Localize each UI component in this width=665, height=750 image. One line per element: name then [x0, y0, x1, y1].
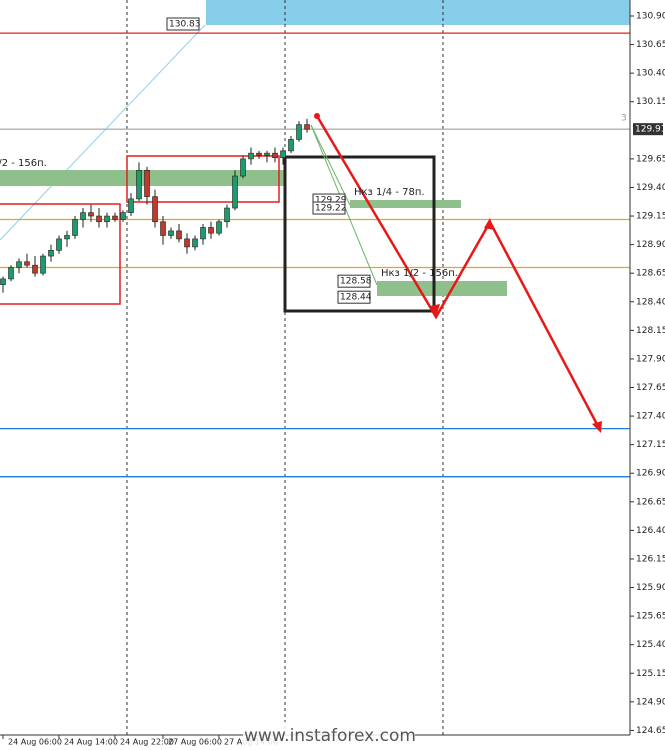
y-tick-label: 130.90	[636, 12, 665, 22]
candle-body	[248, 152, 254, 160]
zone	[377, 281, 507, 296]
candle-body	[72, 219, 78, 236]
annotation: Нкз 1/4 - 78п.	[354, 187, 425, 198]
candle-body	[200, 227, 206, 240]
price-label-box	[337, 274, 371, 288]
y-tick-label: 128.90	[636, 240, 665, 250]
candle-body	[48, 250, 54, 257]
annotation: Нкз 1/2 - 156п.	[381, 268, 458, 279]
y-tick-label: 127.65	[636, 383, 665, 393]
candle-body	[296, 124, 302, 140]
y-tick-label: 127.90	[636, 354, 665, 364]
y-tick-label: 128.40	[636, 297, 665, 307]
price-label-box	[337, 290, 371, 304]
y-tick-label: 126.40	[636, 526, 665, 536]
x-tick-label: 27 Aug 06:00	[168, 738, 222, 747]
candle-body	[104, 215, 110, 223]
candle-body	[152, 196, 158, 223]
y-tick-label: 124.90	[636, 697, 665, 707]
candle-body	[80, 212, 86, 220]
y-tick-label: 127.15	[636, 440, 665, 450]
candle-body	[144, 170, 150, 197]
y-tick-label: 126.65	[636, 497, 665, 507]
candle-body	[8, 267, 14, 280]
x-tick-label: 24 Aug 22:00	[120, 738, 174, 747]
candle-body	[240, 158, 246, 177]
candle-body	[128, 198, 134, 213]
candle-body	[168, 230, 174, 236]
price-label-box	[312, 201, 346, 215]
candle-body	[272, 152, 278, 159]
x-tick-label: 24 Aug 14:00	[64, 738, 118, 747]
y-tick-label: 125.90	[636, 583, 665, 593]
guide-line	[310, 124, 351, 206]
candle-body	[112, 215, 118, 220]
y-tick-label: 128.65	[636, 269, 665, 279]
price-tag	[633, 123, 663, 136]
target-box	[283, 155, 436, 313]
candle-body	[176, 230, 182, 240]
y-tick-label: 129.40	[636, 183, 665, 193]
candle-body	[160, 221, 166, 236]
price-label: 129.29	[315, 196, 347, 206]
candle-body	[264, 152, 270, 156]
y-tick-label: 125.65	[636, 612, 665, 622]
price-tag-label: 129.91	[635, 125, 665, 135]
candle-body	[136, 170, 142, 200]
candle-body	[56, 238, 62, 251]
candle-body	[208, 227, 214, 234]
candle-body	[288, 139, 294, 152]
y-tick-label: 126.90	[636, 469, 665, 479]
candle-body	[280, 150, 286, 159]
x-tick-label: 24 Aug 06:00	[8, 738, 62, 747]
candle-body	[24, 261, 30, 266]
y-tick-label: 125.40	[636, 640, 665, 650]
forecast-start	[314, 113, 320, 119]
price-label: 128.44	[340, 293, 372, 303]
y-tick-label: 130.40	[636, 69, 665, 79]
annotation: 1/2 - 156п.	[0, 158, 47, 169]
zone	[350, 200, 461, 208]
candle-body	[64, 235, 70, 240]
candle-body	[96, 215, 102, 223]
candle-body	[224, 207, 230, 223]
range-box	[0, 203, 121, 305]
price-label-box	[166, 17, 200, 31]
candle-body	[88, 212, 94, 217]
price-label: 128.58	[340, 277, 372, 287]
watermark: www.instaforex.com	[244, 726, 416, 746]
candle-body	[120, 212, 126, 220]
candle-body	[304, 124, 310, 130]
zone	[0, 170, 285, 186]
range-box	[126, 155, 280, 203]
candle-body	[216, 221, 222, 234]
y-tick-label: 129.15	[636, 212, 665, 222]
candle-body	[40, 255, 46, 274]
price-label: 129.22	[315, 204, 347, 214]
forecast-path	[315, 115, 602, 431]
candle-body	[232, 175, 238, 209]
annotation: 3	[621, 114, 627, 124]
y-tick-label: 126.15	[636, 554, 665, 564]
y-tick-label: 125.15	[636, 669, 665, 679]
watermark-bg	[243, 722, 415, 748]
candle-body	[256, 152, 262, 156]
price-label: 130.83	[169, 20, 201, 30]
y-tick-label: 124.65	[636, 726, 665, 736]
y-tick-label: 127.40	[636, 412, 665, 422]
zone	[206, 0, 630, 25]
candle-body	[16, 261, 22, 268]
candle-body	[32, 264, 38, 274]
y-tick-label: 130.15	[636, 97, 665, 107]
y-tick-label: 130.65	[636, 40, 665, 50]
candle-body	[184, 238, 190, 248]
y-tick-label: 129.65	[636, 154, 665, 164]
candle-body	[0, 278, 6, 285]
y-tick-label: 128.15	[636, 326, 665, 336]
candle-body	[192, 238, 198, 248]
